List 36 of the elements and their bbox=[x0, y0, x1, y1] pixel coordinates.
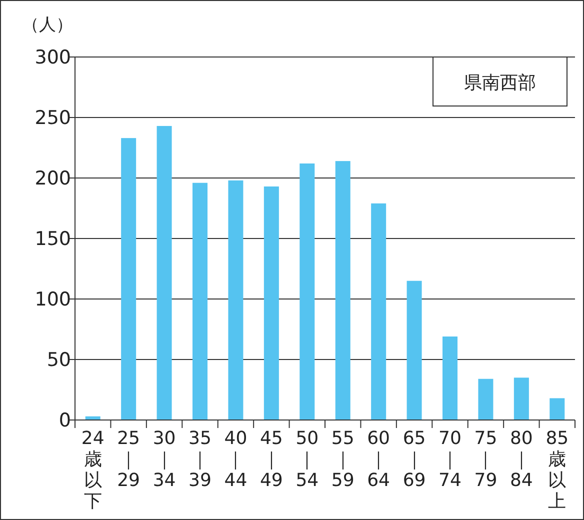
y-tick-label: 0 bbox=[58, 410, 71, 432]
bar bbox=[192, 182, 208, 420]
text: 県南西部 bbox=[464, 72, 536, 94]
x-tick-label: 85歳以上 bbox=[546, 428, 569, 512]
bar bbox=[228, 180, 244, 420]
y-tick-label: 50 bbox=[46, 349, 71, 372]
bar bbox=[550, 398, 565, 420]
x-tick-label: 30｜34 bbox=[152, 428, 176, 491]
x-tick-label: 40｜44 bbox=[224, 428, 248, 491]
x-tick-label: 25｜29 bbox=[117, 428, 140, 491]
x-tick-label: 45｜49 bbox=[260, 428, 283, 491]
x-tick-label: 80｜84 bbox=[510, 428, 533, 491]
x-tick-label: 75｜79 bbox=[474, 428, 498, 491]
y-tick-label: 100 bbox=[34, 288, 71, 311]
y-tick-label: 200 bbox=[34, 168, 71, 190]
bar bbox=[300, 163, 315, 420]
x-tick-label: 60｜64 bbox=[367, 428, 390, 491]
x-tick-label: 50｜54 bbox=[296, 428, 319, 491]
bar bbox=[406, 280, 422, 420]
bar bbox=[442, 336, 458, 420]
bar bbox=[156, 126, 172, 420]
bar bbox=[264, 186, 279, 420]
y-axis-title: （人） bbox=[22, 15, 73, 35]
x-tick-label: 55｜59 bbox=[331, 428, 354, 491]
y-tick-label: 300 bbox=[34, 46, 71, 69]
bar bbox=[335, 161, 350, 420]
bar bbox=[514, 378, 529, 420]
y-tick-label: 150 bbox=[34, 228, 71, 250]
y-tick-label: 250 bbox=[34, 107, 71, 130]
x-tick-label: 70｜74 bbox=[438, 428, 462, 491]
bar bbox=[121, 138, 136, 420]
x-tick-label: 35｜39 bbox=[188, 428, 212, 491]
x-tick-label: 65｜69 bbox=[402, 428, 426, 491]
x-tick-label: 24歳以下 bbox=[81, 428, 104, 512]
bar bbox=[478, 378, 494, 420]
bar bbox=[371, 203, 386, 420]
